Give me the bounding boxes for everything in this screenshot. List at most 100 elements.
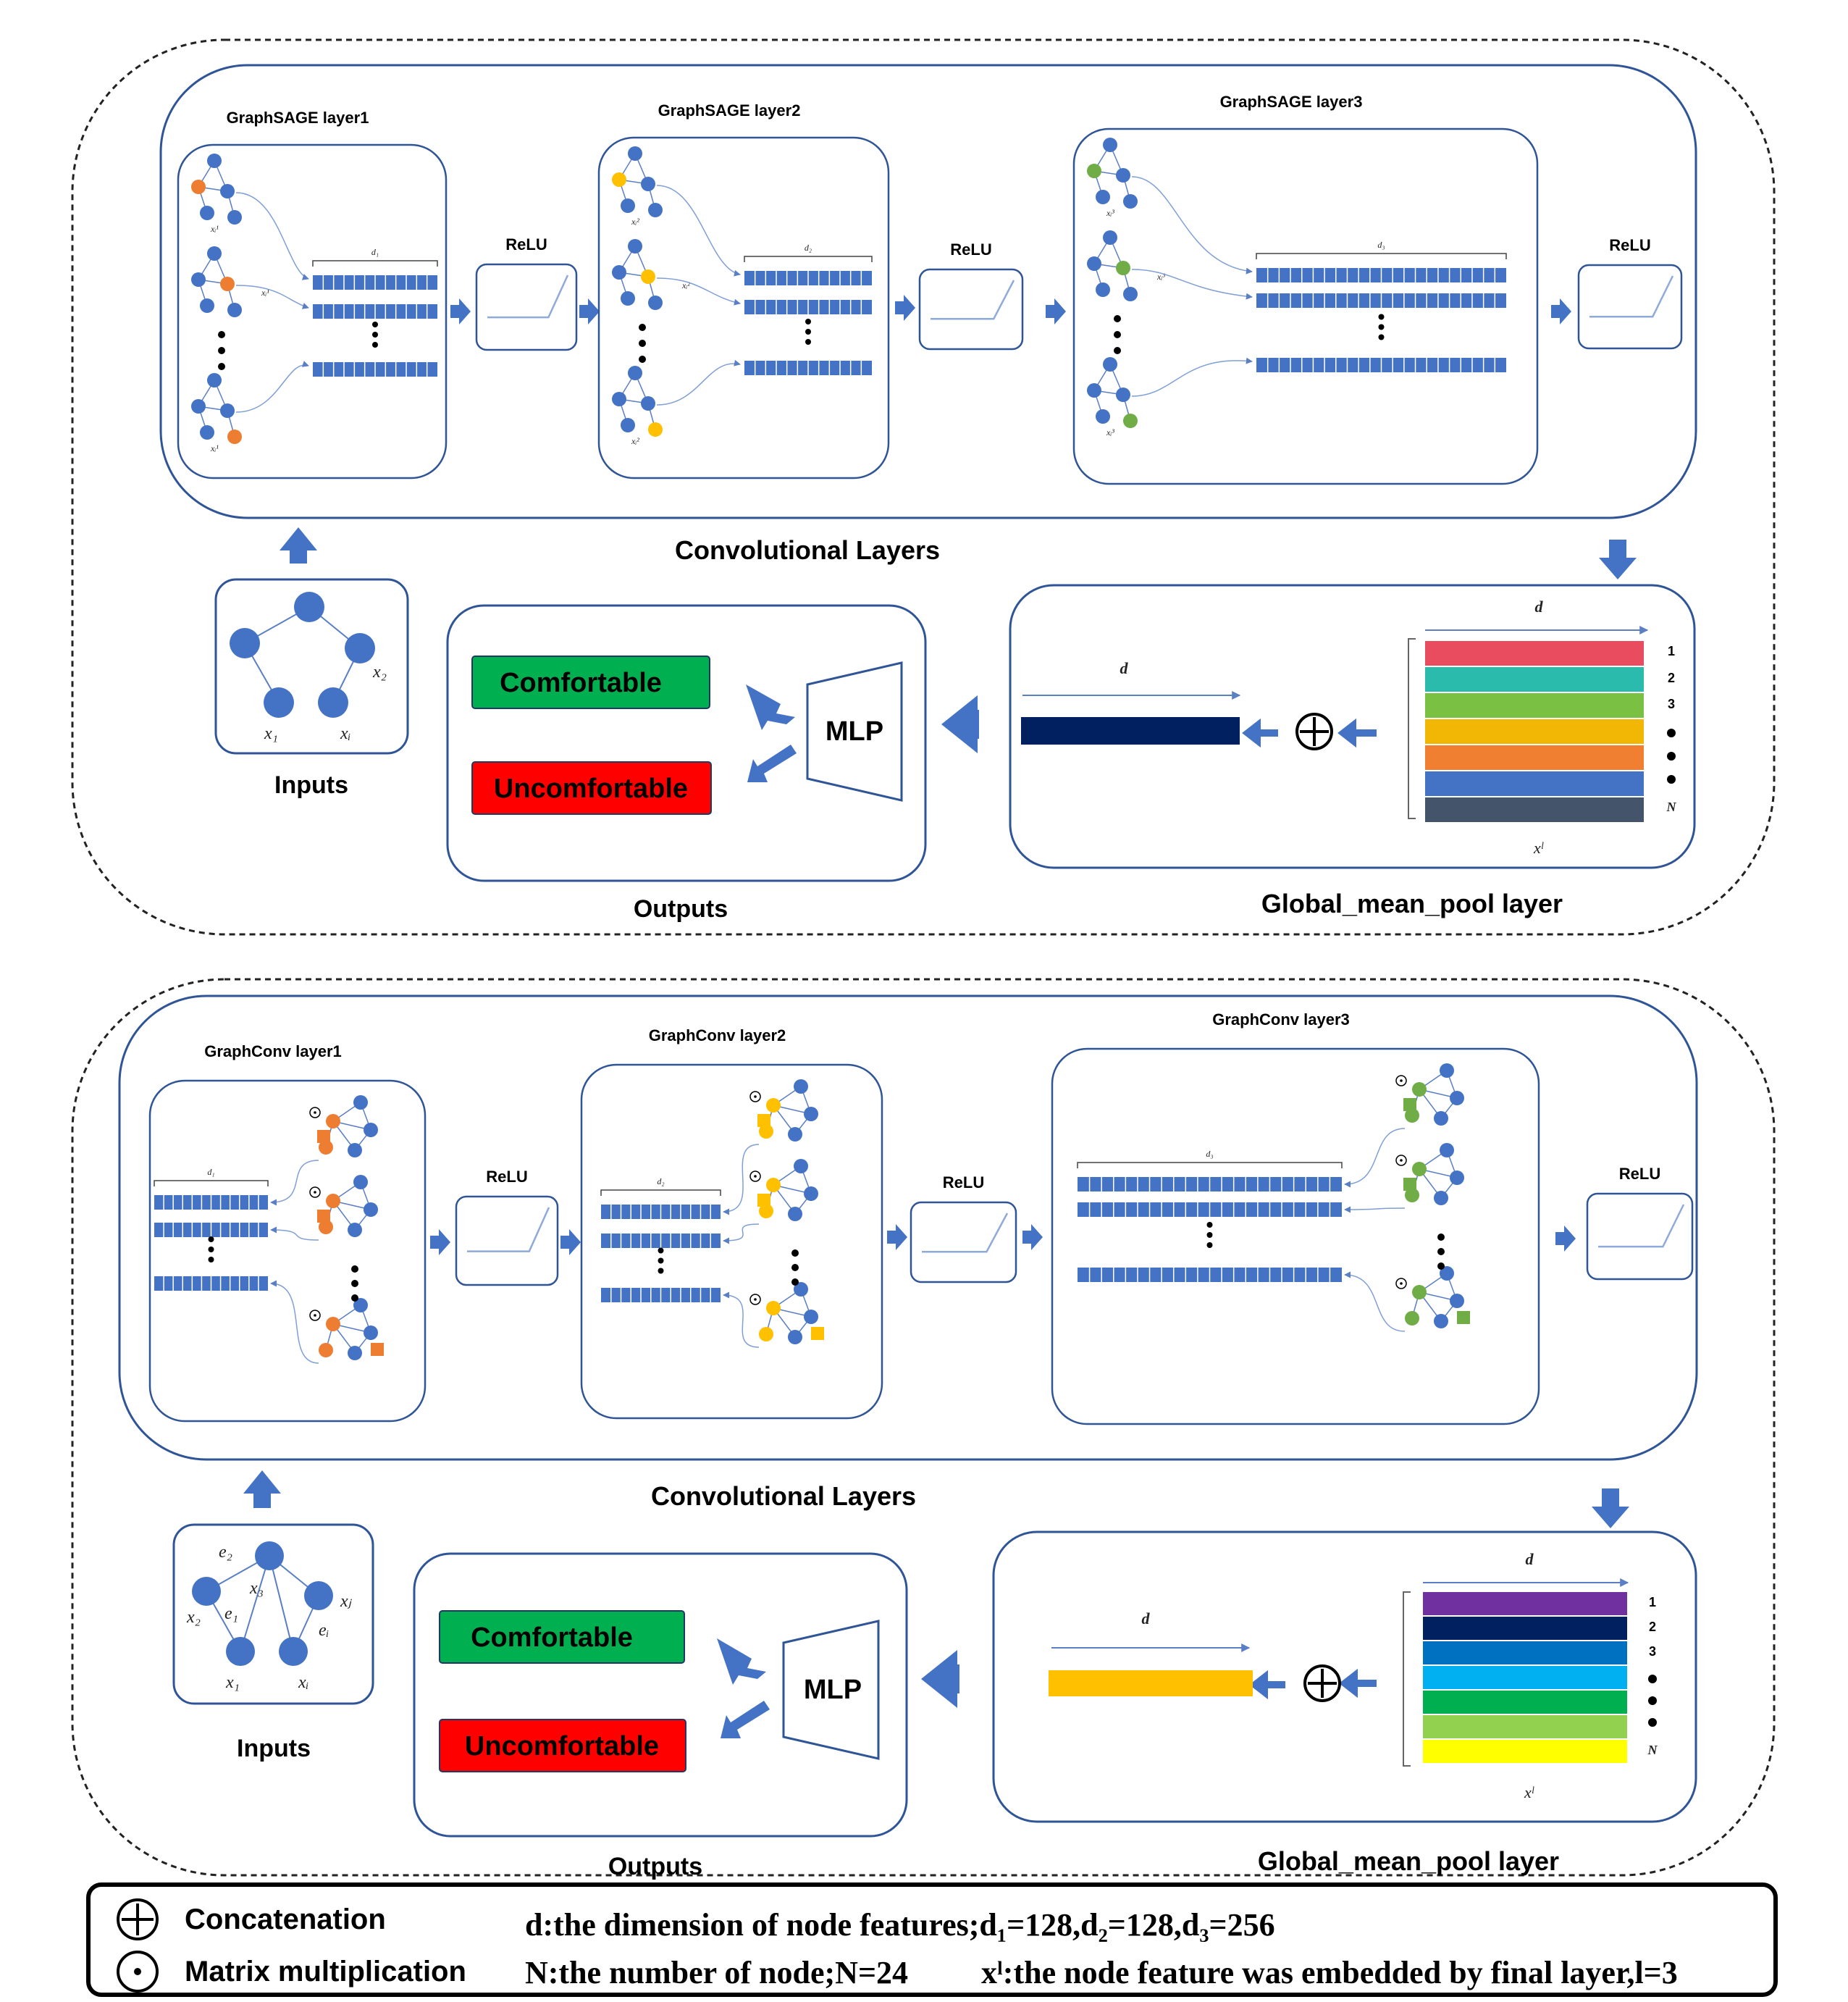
flow-arrow xyxy=(895,295,915,321)
ellipsis-dot xyxy=(791,1264,799,1271)
matmul-symbol xyxy=(749,1091,761,1102)
ellipsis-dot xyxy=(658,1247,664,1254)
input-edge-label: eᵢ xyxy=(319,1621,329,1640)
graph-node xyxy=(1434,1314,1448,1328)
input-node xyxy=(230,628,260,658)
graph-node xyxy=(348,1223,362,1237)
concat-symbol xyxy=(1295,713,1333,750)
inputs-title: Inputs xyxy=(237,1735,311,1762)
graph-node xyxy=(227,303,242,317)
aggregation-arrow xyxy=(1131,269,1253,300)
pool-title: Global_mean_pool layer xyxy=(1261,889,1563,918)
graph-node xyxy=(220,184,235,198)
aggregation-arrow xyxy=(1344,1128,1406,1188)
graph-node xyxy=(348,1143,362,1157)
graph-node xyxy=(788,1330,802,1344)
pool-matrix-row xyxy=(1425,641,1644,666)
pool-arrow xyxy=(1249,1670,1285,1700)
ellipsis-dot xyxy=(791,1249,799,1257)
input-node xyxy=(304,1581,333,1610)
output-arrow-down xyxy=(721,1701,770,1738)
pool-row-label: 1 xyxy=(1668,644,1675,658)
graph-node xyxy=(648,203,663,217)
node-sub-label: xᵢ² xyxy=(631,436,639,446)
node-sub-label: xᵢ² xyxy=(631,217,639,227)
inputs-block: e₂ x₃ xⱼ x₂ e₁ eᵢ x₁ xᵢ Inputs xyxy=(172,1470,374,1762)
relu-block: ReLU xyxy=(910,1173,1017,1283)
target-node xyxy=(326,1194,340,1208)
relu-label: ReLU xyxy=(1619,1165,1660,1183)
graph-node xyxy=(1123,194,1138,209)
layer-box xyxy=(1051,1047,1540,1425)
pool-matrix-row xyxy=(1425,797,1644,822)
neighborhood-graph xyxy=(1087,138,1138,209)
pool-matrix-bracket xyxy=(1408,638,1416,819)
ellipsis-dot xyxy=(1114,347,1121,354)
down-arrow xyxy=(1592,1488,1629,1528)
aggregation-arrow xyxy=(1131,176,1253,275)
target-node xyxy=(1087,164,1101,178)
input-node-label: x₃ xyxy=(249,1579,264,1598)
graph-node xyxy=(220,403,235,418)
legend-dimension-note: d:the dimension of node features;d₁=128,… xyxy=(525,1907,1275,1943)
layer-title: GraphSAGE layer2 xyxy=(658,101,801,120)
pool-row-label: 3 xyxy=(1668,697,1675,711)
pool-box xyxy=(1009,584,1696,869)
target-node xyxy=(766,1178,781,1192)
conv-layers-title: Convolutional Layers xyxy=(651,1481,916,1511)
graph-node xyxy=(1087,256,1101,271)
pool-matrix-row xyxy=(1423,1592,1627,1615)
pool-block: d 1 2 3 N xˡ d Global_mean_pool layer xyxy=(1009,540,1696,918)
flow-arrow xyxy=(579,298,600,324)
pool-xl-label: xˡ xyxy=(1533,839,1544,857)
edge-weighted-graph xyxy=(749,1159,818,1221)
pool-block: d 1 2 3 N xˡ d Global_mean_pool layer xyxy=(992,1488,1697,1876)
ellipsis-dot xyxy=(1114,331,1121,338)
graph-node xyxy=(1450,1294,1464,1308)
relu-box xyxy=(918,268,1024,351)
inputs-graph: e₂ x₃ xⱼ x₂ e₁ eᵢ x₁ xᵢ xyxy=(186,1541,353,1692)
ellipsis-dot xyxy=(1114,315,1121,322)
graph-node xyxy=(1450,1091,1464,1105)
mlp-label: MLP xyxy=(804,1675,862,1705)
graph-node xyxy=(191,272,206,287)
target-node xyxy=(641,269,655,284)
ellipsis-dot xyxy=(1378,324,1385,330)
pool-box xyxy=(992,1530,1697,1823)
node-sub-label: xᵢ¹ xyxy=(210,443,219,453)
outputs-block: Comfortable Uncomfortable MLP Outputs xyxy=(446,604,979,923)
concat-symbol xyxy=(1303,1664,1341,1702)
input-node xyxy=(279,1637,308,1666)
uncomfortable-label: Uncomfortable xyxy=(465,1731,659,1762)
relu-curve xyxy=(487,275,569,319)
pool-row-label: N xyxy=(1647,1743,1658,1757)
ellipsis-dot xyxy=(639,340,646,347)
pool-matrix-dim: d xyxy=(1526,1550,1534,1568)
edge-weighted-graph xyxy=(1395,1063,1464,1126)
graph-node xyxy=(1440,1143,1454,1157)
legend-concat-label: Concatenation xyxy=(185,1903,386,1935)
graph-node xyxy=(1103,357,1117,372)
node-sub-label: xᵢ¹ xyxy=(210,224,219,234)
graph-node xyxy=(804,1186,818,1201)
graph-node xyxy=(353,1095,368,1110)
graph-node xyxy=(200,425,214,440)
pool-arrow xyxy=(1339,1668,1377,1699)
output-arrow-up xyxy=(717,1638,766,1685)
matmul-symbol xyxy=(1395,1075,1407,1086)
inputs-block: x₂ x₁ xᵢ Inputs xyxy=(214,527,409,799)
ellipsis-dot xyxy=(218,347,225,354)
pool-matrix-row xyxy=(1425,771,1644,796)
mlp-trapezoid xyxy=(782,1620,880,1760)
neighborhood-graph xyxy=(1087,230,1138,301)
weighted-node xyxy=(1457,1311,1470,1324)
relu-block: ReLU xyxy=(1586,1165,1694,1281)
target-node xyxy=(766,1098,781,1113)
node-sub-label: xᵢ³ xyxy=(1106,427,1114,437)
graph-node xyxy=(794,1079,808,1094)
dim-label: d₂ xyxy=(657,1176,664,1186)
relu-label: ReLU xyxy=(943,1173,984,1191)
pool-matrix-row xyxy=(1423,1715,1627,1738)
pool-row-label: 2 xyxy=(1668,671,1675,685)
